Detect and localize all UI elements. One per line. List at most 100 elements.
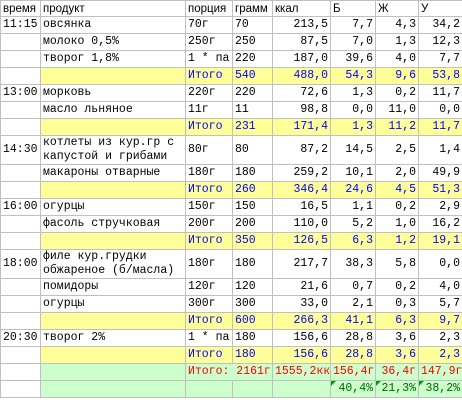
cell: макароны отварные xyxy=(40,164,186,182)
empty-cell xyxy=(40,118,186,136)
empty-cell xyxy=(0,101,41,119)
cell: 7,7 xyxy=(330,16,376,34)
cell: 180 xyxy=(232,249,273,279)
cell: 39,6 xyxy=(330,50,376,68)
meal-total-row: Итого 540 488,0 54,3 9,6 53,8 xyxy=(0,67,462,85)
cell: 220 xyxy=(232,84,273,102)
cell: 14,5 xyxy=(330,135,376,165)
cell: 488,0 xyxy=(272,67,331,85)
cell: 38,3 xyxy=(330,249,376,279)
cell: Итого xyxy=(185,67,233,85)
cell: фасоль стручковая xyxy=(40,215,186,233)
header-row: время продукт порция грамм ккал Б Ж У xyxy=(0,0,462,17)
cell: 1,3 xyxy=(330,118,376,136)
cell: 1 * па xyxy=(185,50,233,68)
cell: морковь xyxy=(40,84,186,102)
meal-total-row: Итого 231 171,4 1,3 11,2 11,7 xyxy=(0,118,462,136)
cell: 250г xyxy=(185,33,233,51)
cell: 1555,2кк xyxy=(272,363,331,381)
cell: 180 xyxy=(232,346,273,364)
cell: 220 xyxy=(232,50,273,68)
cell: 3,6 xyxy=(375,346,419,364)
cell: 1,3 xyxy=(375,33,419,51)
cell: 171,4 xyxy=(272,118,331,136)
cell: 28,8 xyxy=(330,346,376,364)
cell: 2,3 xyxy=(418,346,462,364)
cell: 120г xyxy=(185,278,233,296)
food-row: 11:15 овсянка 70г 70 213,5 7,7 4,3 34,2 xyxy=(0,16,462,34)
cell: 220г xyxy=(185,84,233,102)
cell: 150 xyxy=(232,198,273,216)
cell: 11,7 xyxy=(418,118,462,136)
cell: 180г xyxy=(185,249,233,279)
cell: 11:15 xyxy=(0,16,41,34)
empty-cell xyxy=(40,67,186,85)
cell: У xyxy=(418,0,462,17)
food-row: помидоры 120г 120 21,6 0,7 0,2 4,0 xyxy=(0,278,462,296)
empty-cell xyxy=(40,232,186,250)
cell: 70г xyxy=(185,16,233,34)
cell: 9,7 xyxy=(418,312,462,330)
cell: котлеты из кур.гр с капустой и грибами xyxy=(40,135,186,165)
empty-cell xyxy=(40,312,186,330)
food-row: 14:30 котлеты из кур.гр с капустой и гриб… xyxy=(0,135,462,165)
cell: 5,8 xyxy=(375,249,419,279)
cell: 346,4 xyxy=(272,181,331,199)
cell: 51,3 xyxy=(418,181,462,199)
cell: 217,7 xyxy=(272,249,331,279)
cell: 0,3 xyxy=(375,295,419,313)
cell: 5,7 xyxy=(418,295,462,313)
cell: Итого: 2161г xyxy=(185,363,273,381)
cell: 34,2 xyxy=(418,16,462,34)
cell: 2,3 xyxy=(418,329,462,347)
empty-cell xyxy=(0,295,41,313)
cell: 87,2 xyxy=(272,135,331,165)
cell: 16,5 xyxy=(272,198,331,216)
cell: 16:00 xyxy=(0,198,41,216)
food-row: 13:00 морковь 220г 220 72,6 1,3 0,2 11,7 xyxy=(0,84,462,102)
cell: 9,6 xyxy=(375,67,419,85)
cell: Итого xyxy=(185,232,233,250)
cell: 1 * па xyxy=(185,329,233,347)
table-body: время продукт порция грамм ккал Б Ж У 11:15 овсян… xyxy=(0,0,462,398)
cell: 250 xyxy=(232,33,273,51)
empty-cell xyxy=(0,278,41,296)
cell: 300 xyxy=(232,295,273,313)
cell: ккал xyxy=(272,0,331,17)
cell: 21,6 xyxy=(272,278,331,296)
cell: время xyxy=(0,0,41,17)
cell: 0,0 xyxy=(330,101,376,119)
spreadsheet: время продукт порция грамм ккал Б Ж У 11:15 овсян… xyxy=(0,0,462,398)
cell: 110,0 xyxy=(272,215,331,233)
food-row: молоко 0,5% 250г 250 87,5 7,0 1,3 12,3 xyxy=(0,33,462,51)
empty-cell xyxy=(0,232,41,250)
cell: 4,5 xyxy=(375,181,419,199)
cell: 28,8 xyxy=(330,329,376,347)
cell: 4,3 xyxy=(375,16,419,34)
cell: 156,6 xyxy=(272,346,331,364)
food-row: фасоль стручковая 200г 200 110,0 5,2 1,0 16,2 xyxy=(0,215,462,233)
cell: 49,9 xyxy=(418,164,462,182)
grand-total-row: Итого: 2161г 1555,2кк 156,4г 36,4г 147,9г xyxy=(0,363,462,381)
meal-total-row: Итого 350 126,5 6,3 1,2 19,1 xyxy=(0,232,462,250)
food-row: масло льняное 11г 11 98,8 0,0 11,0 0,0 xyxy=(0,101,462,119)
cell: 0,2 xyxy=(375,84,419,102)
cell: 12,3 xyxy=(418,33,462,51)
cell: 33,0 xyxy=(272,295,331,313)
cell: 11,0 xyxy=(375,101,419,119)
cell: 13:00 xyxy=(0,84,41,102)
cell: 266,3 xyxy=(272,312,331,330)
cell: 11,2 xyxy=(375,118,419,136)
cell: 98,8 xyxy=(272,101,331,119)
cell: 40,4% xyxy=(330,380,376,398)
cell: 3,6 xyxy=(375,329,419,347)
empty-cell xyxy=(40,346,186,364)
cell: молоко 0,5% xyxy=(40,33,186,51)
cell: 7,0 xyxy=(330,33,376,51)
food-row: 18:00 филе кур.грудки обжареное (б/масла)… xyxy=(0,249,462,279)
cell: 147,9г xyxy=(418,363,462,381)
empty-cell xyxy=(272,380,331,398)
cell: помидоры xyxy=(40,278,186,296)
meal-total-row: Итого 260 346,4 24,6 4,5 51,3 xyxy=(0,181,462,199)
empty-cell xyxy=(0,380,41,398)
